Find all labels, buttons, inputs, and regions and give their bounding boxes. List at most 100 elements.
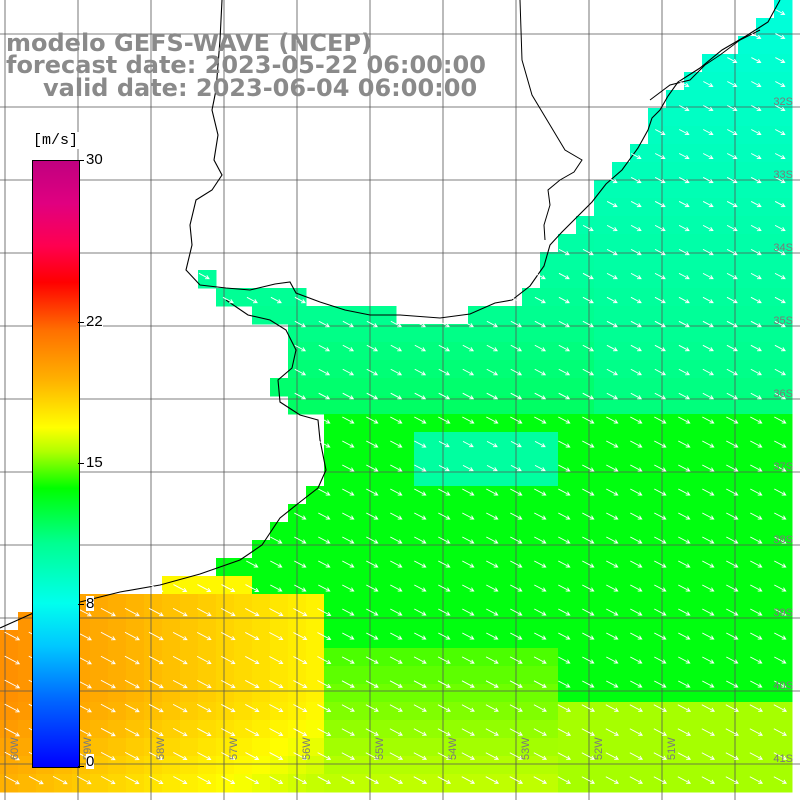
wind-speed-cell (648, 126, 667, 145)
wind-speed-cell (756, 378, 775, 397)
wind-arrow (678, 248, 690, 256)
wind-arrow (678, 464, 691, 472)
wind-arrow (774, 464, 787, 472)
wind-speed-cell (306, 540, 325, 559)
wind-speed-cell (396, 720, 415, 739)
wind-arrow (510, 320, 522, 328)
wind-arrow (414, 320, 426, 328)
wind-speed-cell (720, 504, 739, 523)
wind-speed-cell (666, 396, 685, 415)
wind-speed-cell (720, 306, 739, 325)
wind-speed-cell (720, 288, 739, 307)
wind-speed-cell (540, 720, 559, 739)
wind-arrow (750, 584, 763, 592)
wind-arrow (197, 752, 212, 761)
wind-speed-cell (234, 702, 253, 721)
wind-speed-cell (468, 612, 487, 631)
wind-speed-cell (774, 234, 793, 253)
wind-arrow (173, 776, 188, 785)
wind-arrow (750, 344, 762, 352)
wind-arrow (654, 464, 667, 472)
wind-arrow (125, 776, 140, 785)
wind-speed-cell (684, 180, 703, 199)
wind-arrow (318, 440, 331, 448)
wind-speed-cell (540, 288, 559, 307)
wind-arrow (486, 392, 499, 400)
wind-arrow (390, 320, 402, 328)
wind-arrow (726, 320, 738, 328)
wind-speed-cell (522, 324, 541, 343)
wind-arrow (678, 608, 691, 616)
wind-speed-cell (738, 72, 757, 91)
wind-speed-cell (612, 666, 631, 685)
wind-arrow (366, 512, 379, 520)
wind-speed-cell (630, 360, 649, 379)
wind-speed-cell (774, 594, 793, 613)
wind-speed-cell (702, 342, 721, 361)
wind-arrow (654, 368, 666, 376)
wind-speed-cell (756, 396, 775, 415)
wind-speed-cell (432, 720, 451, 739)
wind-speed-cell (252, 702, 271, 721)
wind-arrow (581, 752, 596, 760)
wind-arrow (365, 752, 380, 760)
wind-speed-cell (18, 702, 37, 721)
wind-speed-cell (378, 558, 397, 577)
wind-arrow (654, 201, 666, 208)
wind-arrow (749, 728, 764, 736)
wind-arrow (269, 728, 284, 736)
wind-speed-cell (594, 738, 613, 757)
wind-arrow (197, 728, 212, 737)
wind-speed-cell (774, 720, 793, 739)
wind-speed-cell (612, 738, 631, 757)
wind-arrow (558, 560, 571, 568)
wind-arrow (606, 632, 619, 640)
wind-speed-cell (522, 540, 541, 559)
wind-speed-cell (360, 342, 379, 361)
wind-speed-cell (522, 468, 541, 487)
wind-arrow (390, 440, 403, 448)
wind-speed-cell (360, 738, 379, 757)
wind-speed-cell (360, 774, 379, 793)
wind-speed-cell (756, 108, 775, 127)
wind-speed-cell (612, 234, 631, 253)
wind-speed-cell (558, 504, 577, 523)
wind-speed-cell (468, 666, 487, 685)
wind-arrow (462, 440, 474, 448)
wind-arrow (294, 584, 307, 592)
wind-speed-cell (720, 666, 739, 685)
wind-speed-cell (666, 198, 685, 217)
wind-arrow (750, 272, 762, 280)
wind-speed-cell (630, 324, 649, 343)
wind-speed-cell (576, 360, 595, 379)
wind-arrow (389, 704, 403, 712)
wind-speed-cell (450, 522, 469, 541)
wind-arrow (750, 248, 762, 256)
wind-speed-cell (756, 144, 775, 163)
wind-speed-cell (324, 504, 343, 523)
wind-arrow (557, 704, 572, 712)
wind-speed-cell (414, 612, 433, 631)
wind-speed-cell (648, 234, 667, 253)
wind-arrow (414, 488, 427, 496)
wind-arrow (606, 560, 619, 568)
wind-speed-cell (414, 684, 433, 703)
wind-arrow (654, 272, 666, 280)
wind-speed-cell (702, 378, 721, 397)
wind-arrow (702, 296, 714, 304)
wind-arrow (318, 536, 331, 544)
wind-arrow (509, 776, 524, 784)
wind-speed-cell (522, 576, 541, 595)
wind-speed-cell (378, 378, 397, 397)
wind-speed-cell (306, 396, 325, 415)
wind-arrow (630, 320, 642, 328)
wind-arrow (318, 344, 331, 352)
wind-speed-cell (612, 576, 631, 595)
wind-arrow (317, 632, 332, 640)
wind-speed-cell (342, 504, 361, 523)
wind-speed-cell (666, 774, 685, 793)
wind-speed-cell (468, 684, 487, 703)
wind-speed-cell (324, 324, 343, 343)
latitude-label: 34S (773, 242, 793, 254)
wind-speed-cell (486, 378, 505, 397)
